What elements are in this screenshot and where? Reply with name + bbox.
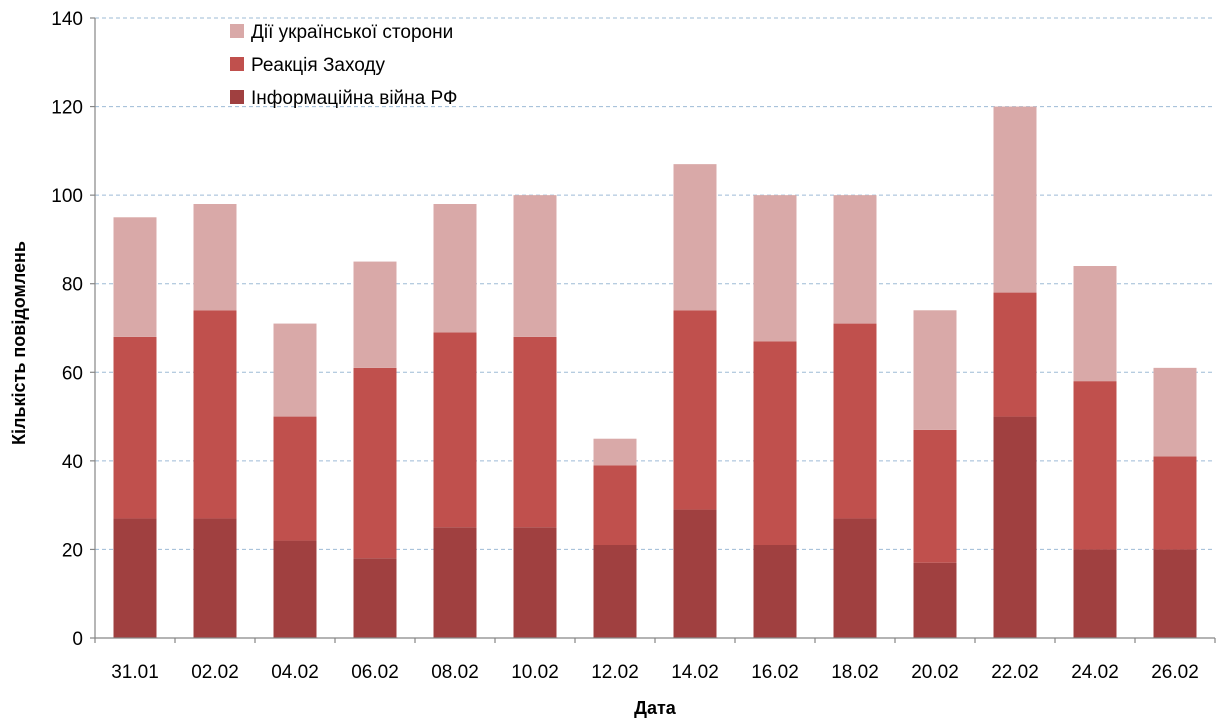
bar-segment: [433, 527, 477, 638]
bar-segment: [1073, 549, 1117, 638]
y-tick-label: 0: [72, 629, 83, 650]
x-tick-label: 24.02: [1071, 662, 1119, 683]
bar-segment: [353, 558, 397, 638]
y-tick-label: 60: [62, 363, 83, 384]
bar-segment: [993, 292, 1037, 417]
bars: [113, 106, 1197, 638]
bar-segment: [113, 336, 157, 519]
bar-segment: [673, 509, 717, 638]
y-tick-label: 40: [62, 452, 83, 473]
bar-segment: [753, 195, 797, 342]
bar-segment: [273, 323, 317, 417]
bar-segment: [273, 416, 317, 541]
legend-swatch: [230, 57, 244, 71]
bar-segment: [353, 367, 397, 559]
bar-segment: [513, 527, 557, 638]
bar-segment: [193, 518, 237, 638]
legend-swatch: [230, 90, 244, 104]
y-tick-labels: 0 20 40 60 80 100 120 140: [51, 9, 83, 650]
bar-segment: [513, 195, 557, 337]
y-tick-label: 120: [51, 98, 83, 119]
bar-segment: [593, 465, 637, 545]
legend-label: Реакція Заходу: [251, 55, 386, 76]
x-tick-label: 22.02: [991, 662, 1039, 683]
bar-segment: [913, 562, 957, 638]
bar-segment: [833, 195, 877, 324]
y-tick-label: 80: [62, 275, 83, 296]
x-tick-label: 08.02: [431, 662, 479, 683]
bar-segment: [1153, 367, 1197, 457]
x-tick-label: 06.02: [351, 662, 399, 683]
bar-segment: [353, 261, 397, 368]
bar-segment: [833, 518, 877, 638]
bar-segment: [593, 438, 637, 466]
y-axis-title: Кількість повідомлень: [9, 241, 29, 445]
bar-segment: [273, 540, 317, 638]
bar-segment: [753, 341, 797, 545]
legend: Дії української сторони Реакція Заходу Інф…: [230, 22, 457, 109]
x-tick-label: 26.02: [1151, 662, 1199, 683]
x-axis-title: Дата: [634, 698, 677, 718]
x-tick-label: 14.02: [671, 662, 719, 683]
y-tick-label: 20: [62, 540, 83, 561]
x-tick-label: 31.01: [111, 662, 159, 683]
bar-segment: [193, 204, 237, 311]
x-tick-labels: 31.01 02.02 04.02 06.02 08.02 10.02 12.02 14.02…: [111, 662, 1199, 683]
bar-segment: [513, 336, 557, 528]
x-tick-label: 10.02: [511, 662, 559, 683]
x-tick-label: 20.02: [911, 662, 959, 683]
bar-segment: [593, 545, 637, 638]
bar-segment: [1153, 549, 1197, 638]
y-tick-label: 100: [51, 186, 83, 207]
x-tick-label: 02.02: [191, 662, 239, 683]
bar-segment: [113, 217, 157, 337]
x-tick-label: 12.02: [591, 662, 639, 683]
bar-segment: [1073, 381, 1117, 550]
bar-segment: [113, 518, 157, 638]
x-tick-label: 18.02: [831, 662, 879, 683]
bar-segment: [913, 310, 957, 430]
bar-segment: [993, 416, 1037, 638]
bar-segment: [753, 545, 797, 638]
bar-segment: [673, 310, 717, 510]
legend-label: Дії української сторони: [251, 22, 453, 43]
y-tick-label: 140: [51, 9, 83, 30]
legend-swatch: [230, 24, 244, 38]
bar-segment: [913, 429, 957, 563]
bar-segment: [833, 323, 877, 519]
x-tick-label: 16.02: [751, 662, 799, 683]
bar-segment: [433, 204, 477, 333]
bar-segment: [193, 310, 237, 519]
bar-segment: [1073, 266, 1117, 382]
bar-segment: [993, 106, 1037, 293]
legend-label: Інформаційна війна РФ: [251, 88, 457, 109]
x-tick-label: 04.02: [271, 662, 319, 683]
bar-segment: [433, 332, 477, 528]
bar-segment: [673, 164, 717, 311]
bar-segment: [1153, 456, 1197, 550]
axes: [90, 17, 1216, 643]
